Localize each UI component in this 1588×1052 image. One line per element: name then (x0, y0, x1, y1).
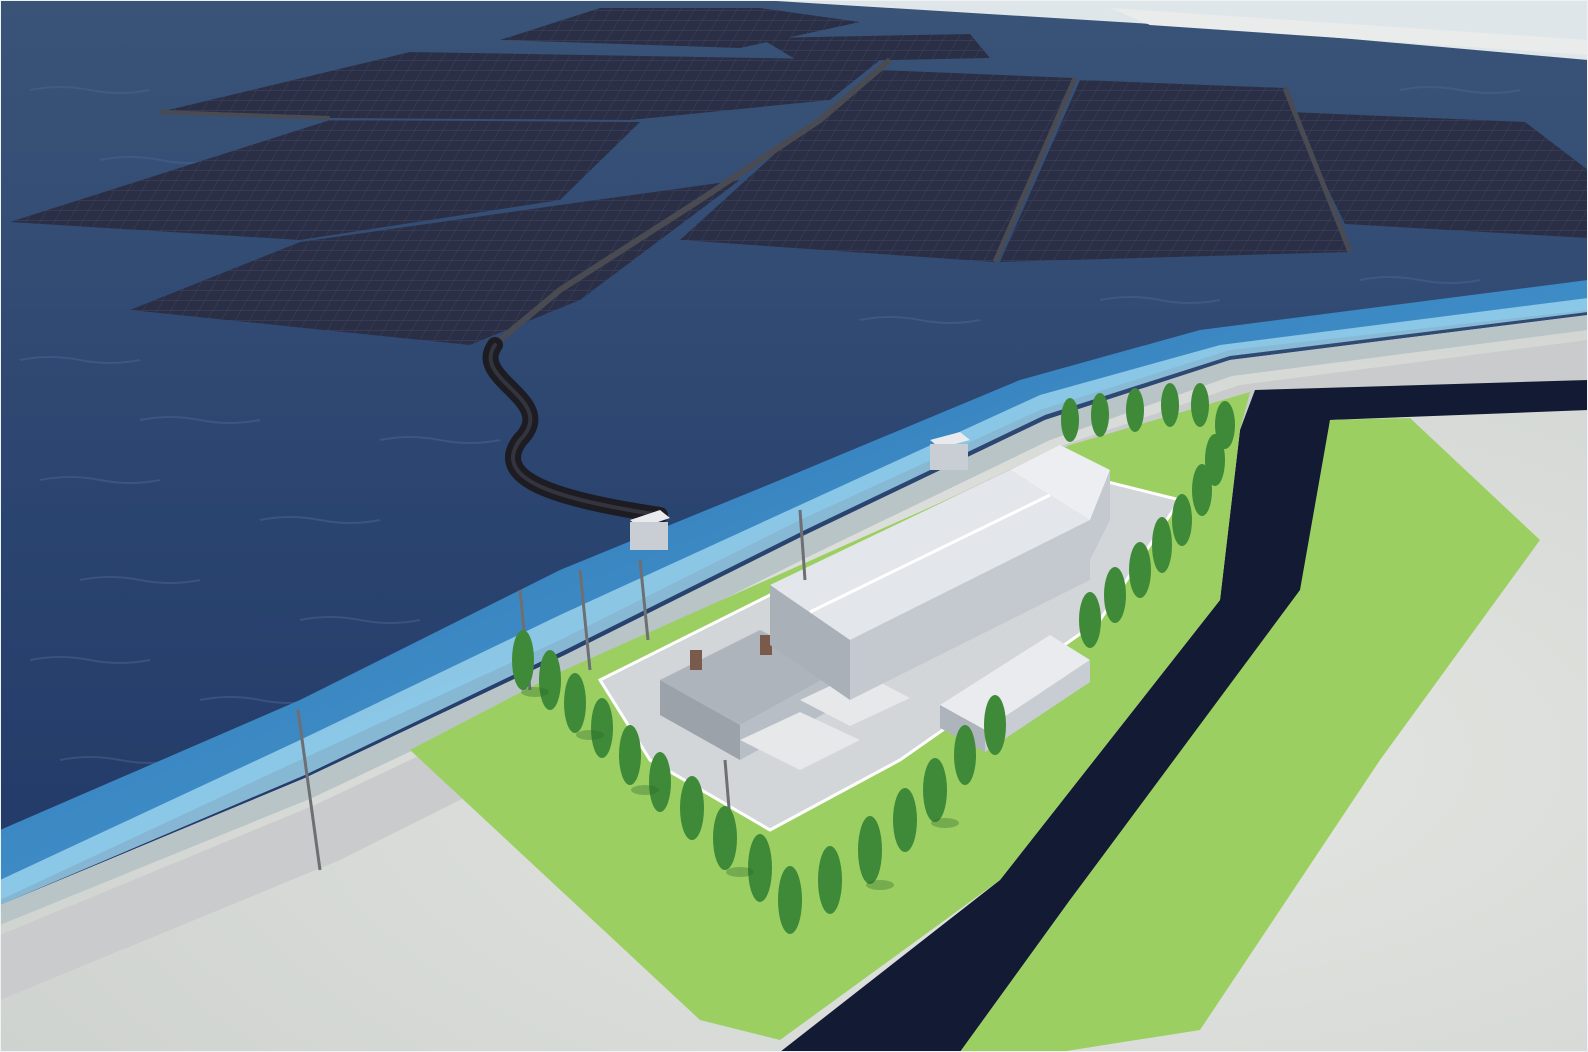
tree (858, 816, 882, 884)
tree (923, 758, 947, 822)
tree (778, 866, 802, 934)
solar-array-far-right (760, 34, 990, 62)
wave-texture (19, 86, 1521, 764)
solar-array-southwest (130, 180, 740, 345)
tree-row-north (1061, 383, 1209, 442)
tree-row-canal (818, 401, 1235, 914)
tree (1129, 542, 1151, 598)
tree (713, 806, 737, 870)
canal (780, 380, 1588, 1052)
tree (1191, 383, 1209, 427)
tree (748, 834, 772, 902)
tree (1215, 401, 1235, 449)
substation-building (770, 470, 1090, 700)
solar-array-east (1000, 80, 1350, 262)
walkway-far-east (1282, 87, 1353, 253)
tree (984, 695, 1006, 755)
export-cable-highlight (488, 343, 662, 517)
solar-array-far-east (1290, 112, 1588, 238)
distant-island (1110, 8, 1588, 55)
equipment-pad (740, 712, 860, 770)
tree (1152, 517, 1172, 573)
tree (954, 725, 976, 785)
tree (539, 650, 561, 710)
guardhouse-north (930, 432, 970, 470)
tree (1061, 398, 1079, 442)
walkway-west (159, 110, 331, 120)
solar-array-west (10, 120, 640, 240)
tree (1161, 383, 1179, 427)
annex-building (1010, 445, 1110, 560)
tree (512, 630, 534, 690)
tree (1205, 434, 1225, 486)
tree (1091, 393, 1109, 437)
tree (1126, 388, 1144, 432)
tree (1172, 494, 1192, 546)
tree (1192, 464, 1212, 516)
tree-shadows (521, 687, 959, 890)
tree (619, 725, 641, 785)
guardhouse-shore (630, 510, 670, 550)
walkway-central (498, 57, 892, 343)
tree (893, 788, 917, 852)
tree-row-west (512, 630, 802, 934)
solar-array-west-upper (160, 52, 880, 120)
walkway-east (992, 77, 1078, 263)
equipment-pad-2 (800, 672, 910, 726)
tree (818, 846, 842, 914)
embankment-green (960, 418, 1540, 1052)
tree (564, 673, 586, 733)
tree (1079, 592, 1101, 648)
coastal-road (0, 340, 1588, 1000)
horizon-haze (760, 0, 1588, 60)
tree (591, 698, 613, 758)
solar-arrays (10, 8, 1588, 345)
tree (680, 776, 704, 840)
tree (649, 752, 671, 812)
solar-array-center (680, 70, 1075, 262)
tree (1104, 567, 1126, 623)
